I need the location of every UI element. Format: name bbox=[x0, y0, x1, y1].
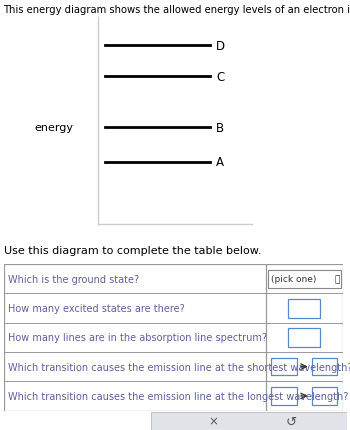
Bar bbox=[312, 358, 337, 375]
Text: Which is the ground state?: Which is the ground state? bbox=[8, 274, 139, 284]
Text: Which transition causes the emission line at the shortest wavelength?: Which transition causes the emission lin… bbox=[8, 362, 350, 372]
Text: Which transition causes the emission line at the longest wavelength?: Which transition causes the emission lin… bbox=[8, 391, 348, 401]
Bar bbox=[268, 270, 341, 288]
Bar bbox=[288, 328, 320, 347]
Bar bbox=[271, 358, 297, 375]
Bar bbox=[271, 387, 297, 405]
Text: How many lines are in the absorption line spectrum?: How many lines are in the absorption lin… bbox=[8, 332, 267, 343]
Text: How many excited states are there?: How many excited states are there? bbox=[8, 303, 184, 313]
Text: (pick one): (pick one) bbox=[271, 275, 316, 283]
Text: This energy diagram shows the allowed energy levels of an electron in a certain : This energy diagram shows the allowed en… bbox=[4, 5, 350, 15]
Text: ×: × bbox=[208, 415, 218, 427]
Text: C: C bbox=[216, 71, 225, 84]
Text: B: B bbox=[216, 121, 224, 135]
Bar bbox=[312, 387, 337, 405]
Text: energy: energy bbox=[35, 123, 74, 133]
Text: ⤵: ⤵ bbox=[335, 275, 340, 283]
Text: D: D bbox=[216, 40, 225, 53]
Text: ↺: ↺ bbox=[286, 415, 297, 427]
Text: A: A bbox=[216, 156, 224, 169]
Bar bbox=[288, 299, 320, 318]
Text: Use this diagram to complete the table below.: Use this diagram to complete the table b… bbox=[4, 245, 261, 255]
